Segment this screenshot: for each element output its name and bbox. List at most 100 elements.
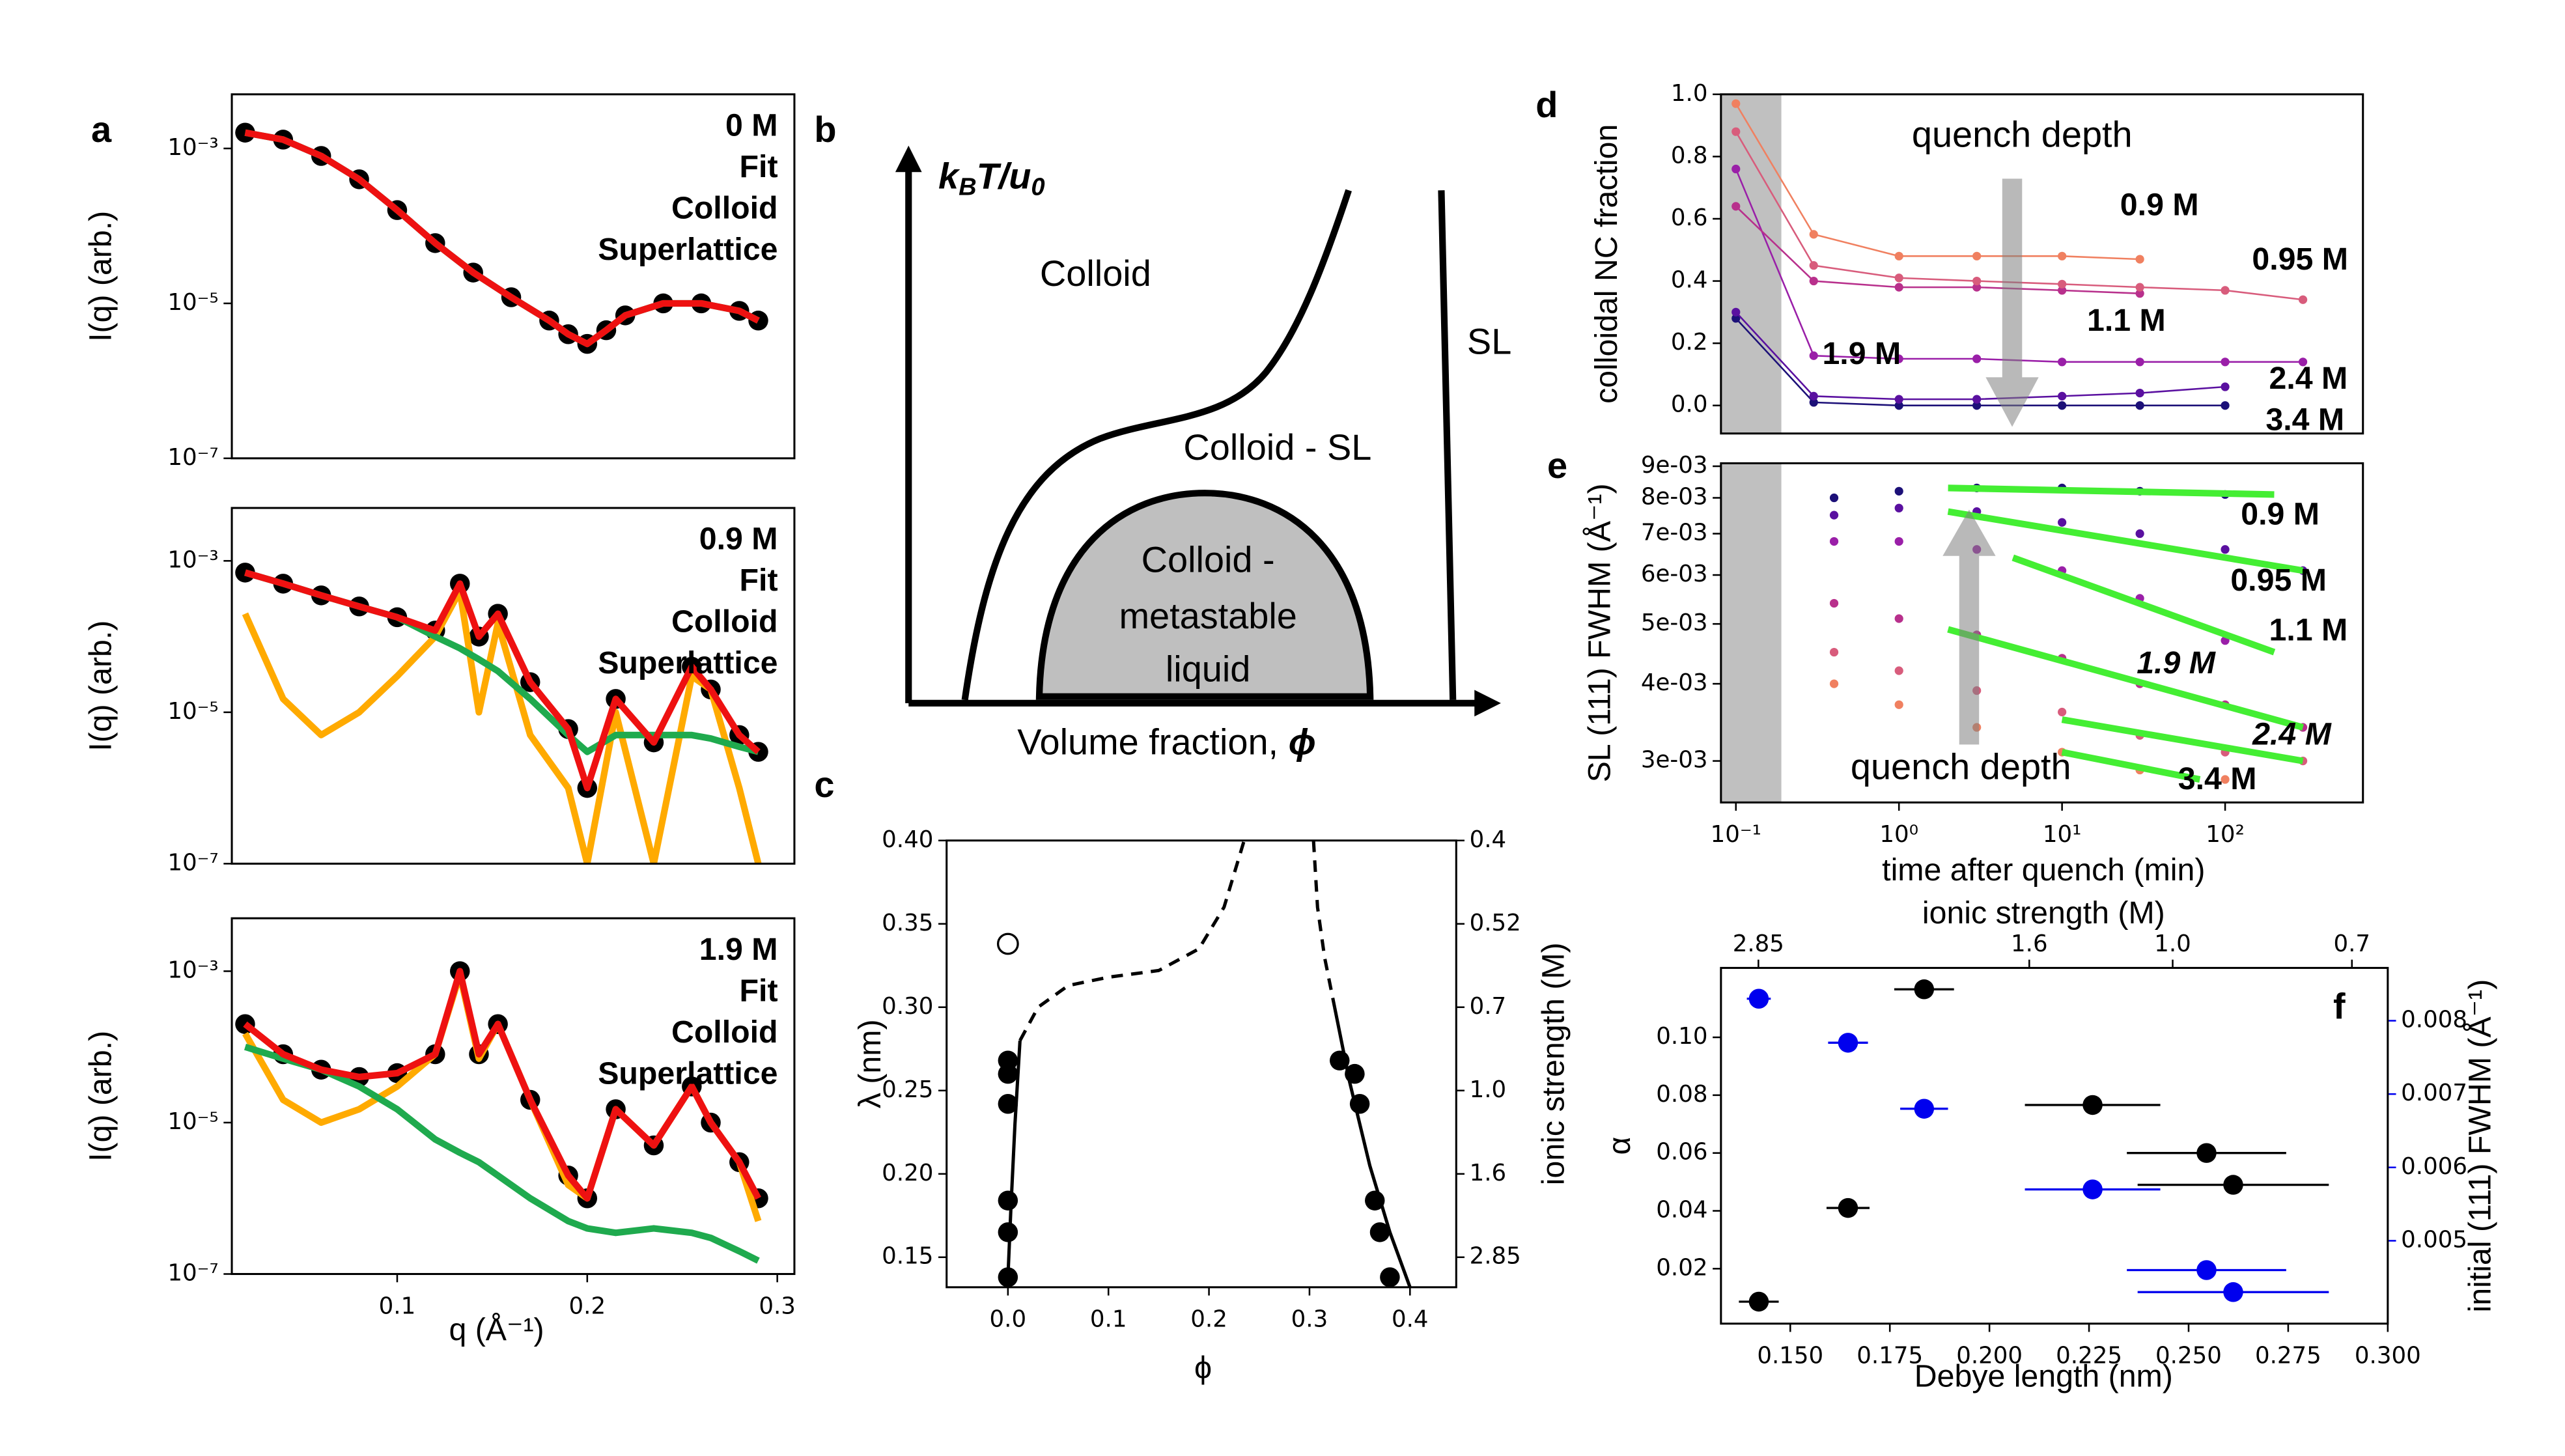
data-point bbox=[998, 1093, 1018, 1114]
y-tick-label: 5e-03 bbox=[1641, 609, 1708, 636]
data-point bbox=[2058, 251, 2067, 260]
y-axis-label: I(q) (arb.) bbox=[83, 211, 119, 342]
x-tick-label: 0.2 bbox=[1190, 1306, 1227, 1333]
x2-tick-label: 2.85 bbox=[1733, 931, 1784, 957]
y2-axis-label: initial (111) FWHM (Å⁻¹) bbox=[2462, 979, 2497, 1313]
series-line bbox=[243, 968, 761, 1202]
y2-tick-label: 0.007 bbox=[2401, 1080, 2467, 1106]
data-point bbox=[1809, 398, 1818, 407]
x-tick-label: 0.250 bbox=[2155, 1343, 2222, 1369]
data-point bbox=[1809, 351, 1818, 360]
x-axis-label: time after quench (min) bbox=[1882, 852, 2205, 888]
data-point bbox=[1894, 666, 1903, 675]
data-point bbox=[998, 1190, 1018, 1211]
data-point bbox=[1894, 503, 1903, 512]
legend-entry: 1.9 M bbox=[2137, 645, 2217, 680]
data-point bbox=[2135, 388, 2144, 398]
y-tick-label: 0.6 bbox=[1671, 204, 1708, 231]
x-tick-label: 0.1 bbox=[379, 1293, 416, 1319]
data-point bbox=[1829, 598, 1839, 608]
arrow-head bbox=[1985, 377, 2039, 427]
x-tick-label: 0.275 bbox=[2255, 1343, 2321, 1369]
y2-tick-label: 0.006 bbox=[2401, 1153, 2467, 1180]
panel-label: c bbox=[814, 764, 834, 805]
x-tick-label: 10² bbox=[2206, 821, 2245, 848]
x-tick-label: 0.1 bbox=[1090, 1306, 1127, 1333]
data-point bbox=[998, 1063, 1018, 1084]
y2-tick-label: 0.52 bbox=[1470, 910, 1521, 936]
chart-scatter: 9e-03 8e-03 7e-03 6e-03 5e-03 4e-03 3e-03 10⁻¹ 1… bbox=[1547, 445, 2364, 888]
y-tick-label: 10⁻³ bbox=[167, 546, 218, 573]
y-axis-label: kBT/u0 bbox=[938, 155, 1045, 201]
y-tick-label: 10⁻⁵ bbox=[167, 289, 218, 316]
annotation: quench depth bbox=[1912, 114, 2133, 155]
y-tick-label: 10⁻⁵ bbox=[167, 698, 218, 725]
data-point bbox=[1894, 283, 1903, 292]
data-point bbox=[1809, 261, 1818, 270]
y2-tick-label: 0.008 bbox=[2401, 1007, 2467, 1033]
data-point bbox=[1748, 1291, 1769, 1312]
y-tick-label: 0.0 bbox=[1671, 391, 1708, 418]
plot-frame bbox=[1720, 966, 2389, 1325]
data-point bbox=[1894, 251, 1903, 260]
series-line bbox=[1948, 484, 2275, 498]
series-line bbox=[242, 587, 762, 864]
series-line bbox=[1333, 1007, 1412, 1287]
legend-entry: 0.95 M bbox=[2230, 563, 2327, 598]
legend-entry: 1.9 M bbox=[1822, 336, 1901, 371]
chart-line: 10⁻³ 10⁻⁵ 10⁻⁷ 0 M Fit Colloid Superlattice a I(… bbox=[83, 93, 796, 471]
data-point bbox=[2223, 1282, 2243, 1302]
y2-tick-label: 0.005 bbox=[2401, 1226, 2467, 1253]
data-point bbox=[1894, 273, 1903, 283]
chart-scatter: 0.40 0.35 0.30 0.25 0.20 0.15 0.4 0.52 0.7 1.0 1.6… bbox=[814, 764, 1571, 1385]
data-point bbox=[2135, 357, 2144, 367]
x-tick-label: 10⁰ bbox=[1879, 821, 1918, 848]
data-point bbox=[2082, 1179, 2103, 1199]
data-point bbox=[2082, 1095, 2103, 1115]
legend-entry: 2.4 M bbox=[2269, 361, 2348, 396]
legend-entry: Fit bbox=[740, 973, 778, 1008]
series-line bbox=[2061, 716, 2304, 764]
dome-label: metastable bbox=[1119, 595, 1297, 636]
data-point bbox=[2223, 1175, 2243, 1195]
y-tick-label: 9e-03 bbox=[1641, 452, 1708, 479]
x-tick-label: 0.0 bbox=[990, 1306, 1027, 1333]
y2-tick-label: 1.0 bbox=[1470, 1076, 1507, 1103]
x2-tick-label: 1.6 bbox=[2011, 931, 2048, 957]
y-tick-label: 0.15 bbox=[882, 1243, 933, 1270]
legend-entry: 0 M bbox=[725, 107, 778, 143]
y-tick-label: 0.35 bbox=[882, 910, 933, 936]
x-tick-label: 0.150 bbox=[1757, 1343, 1823, 1369]
data-point bbox=[1829, 647, 1839, 657]
legend-entry: 0.9 M bbox=[2241, 497, 2320, 532]
y-tick-label: 0.2 bbox=[1671, 329, 1708, 356]
y-tick-label: 10⁻³ bbox=[167, 957, 218, 983]
x-tick-label: 0.3 bbox=[759, 1293, 796, 1319]
series-line bbox=[2061, 749, 2201, 783]
y-tick-label: 0.40 bbox=[882, 826, 933, 853]
series-line bbox=[1735, 103, 2140, 260]
y-tick-label: 3e-03 bbox=[1641, 747, 1708, 774]
legend-entry: 3.4 M bbox=[2178, 761, 2257, 796]
arrow-head bbox=[1474, 690, 1501, 717]
y-tick-label: 7e-03 bbox=[1641, 520, 1708, 546]
charts: 10⁻³ 10⁻⁵ 10⁻⁷ 0 M Fit Colloid Superlattice a I(… bbox=[83, 80, 2498, 1393]
data-point bbox=[1731, 164, 1741, 174]
y-tick-label: 10⁻⁷ bbox=[167, 1260, 218, 1287]
data-point bbox=[1829, 679, 1839, 688]
data-point bbox=[996, 932, 1019, 955]
data-point bbox=[1380, 1267, 1400, 1287]
legend-entry: 0.9 M bbox=[2120, 187, 2199, 222]
legend-entry: 0.95 M bbox=[2252, 242, 2348, 277]
panel-label: f bbox=[2333, 986, 2346, 1027]
data-point bbox=[1914, 1099, 1935, 1119]
data-point bbox=[998, 1222, 1018, 1242]
legend-entry: 1.9 M bbox=[699, 932, 778, 967]
series-line bbox=[1735, 205, 2140, 294]
x-tick-label: 0.3 bbox=[1291, 1306, 1328, 1333]
data-point bbox=[2298, 295, 2308, 304]
label-part: 0 bbox=[1031, 174, 1044, 201]
data-point bbox=[2135, 401, 2144, 410]
series-line bbox=[1947, 508, 2304, 574]
region-label: SL bbox=[1467, 320, 1511, 361]
